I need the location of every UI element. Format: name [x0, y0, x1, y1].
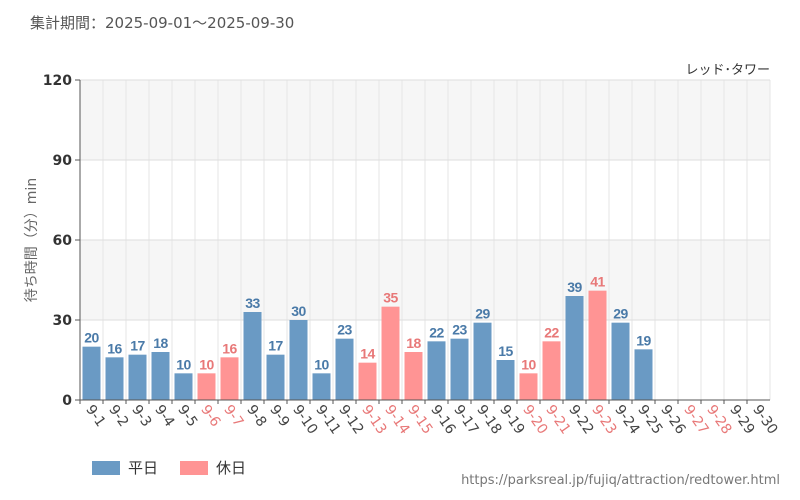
bar-9-5	[174, 373, 193, 400]
x-tick-label-9-10: 9-10	[289, 402, 320, 437]
y-tick-label: 90	[53, 153, 73, 169]
data-label-9-5: 10	[176, 356, 191, 372]
data-label-9-2: 16	[107, 340, 122, 356]
x-tick-label-9-21: 9-21	[542, 402, 573, 437]
data-label-9-14: 35	[383, 290, 398, 306]
data-label-9-19: 15	[498, 343, 513, 359]
x-tick-label-9-19: 9-19	[496, 402, 527, 437]
legend-item-holiday: 休日	[180, 457, 246, 478]
x-tick-label-9-6: 9-6	[197, 402, 223, 430]
bar-9-1	[82, 346, 101, 400]
data-label-9-21: 22	[544, 324, 559, 340]
bar-9-14	[381, 306, 400, 400]
data-label-9-17: 23	[452, 322, 467, 338]
x-tick-label-9-20: 9-20	[519, 402, 550, 437]
bar-9-12	[335, 338, 354, 400]
x-tick-label-9-26: 9-26	[657, 402, 688, 437]
x-tick-label-9-28: 9-28	[703, 402, 734, 437]
data-label-9-10: 30	[291, 303, 306, 319]
data-label-9-23: 41	[590, 274, 605, 290]
x-tick-label-9-2: 9-2	[105, 402, 131, 430]
data-label-9-11: 10	[314, 356, 329, 372]
x-tick-label-9-11: 9-11	[312, 402, 343, 437]
data-label-9-3: 17	[130, 338, 145, 354]
data-label-9-18: 29	[475, 306, 490, 322]
bar-9-11	[312, 373, 331, 400]
x-tick-label-9-1: 9-1	[82, 402, 108, 430]
data-label-9-6: 10	[199, 356, 214, 372]
bar-9-22	[565, 296, 584, 400]
data-label-9-12: 23	[337, 322, 352, 338]
x-tick-label-9-3: 9-3	[128, 402, 154, 430]
bar-9-25	[634, 349, 653, 400]
x-tick-label-9-29: 9-29	[726, 402, 757, 437]
x-tick-label-9-12: 9-12	[335, 402, 366, 437]
legend-label-weekday: 平日	[128, 459, 159, 477]
data-label-9-4: 18	[153, 335, 168, 351]
data-label-9-1: 20	[84, 330, 99, 346]
x-tick-label-9-16: 9-16	[427, 402, 458, 437]
bar-9-4	[151, 352, 170, 400]
bar-9-13	[358, 362, 377, 400]
bar-9-7	[220, 357, 239, 400]
x-tick-label-9-7: 9-7	[220, 402, 246, 430]
period-label: 集計期間：2025-09-01〜2025-09-30	[30, 14, 295, 32]
x-tick-label-9-4: 9-4	[151, 402, 177, 430]
data-label-9-24: 29	[613, 306, 628, 322]
bar-9-18	[473, 322, 492, 400]
legend-label-holiday: 休日	[216, 459, 247, 477]
y-tick-label: 30	[53, 313, 73, 329]
y-tick-label: 60	[53, 233, 73, 249]
x-tick-label-9-13: 9-13	[358, 402, 389, 437]
data-label-9-13: 14	[360, 346, 375, 362]
x-tick-label-9-25: 9-25	[634, 402, 665, 437]
bar-9-17	[450, 338, 469, 400]
data-label-9-9: 17	[268, 338, 283, 354]
bar-9-6	[197, 373, 216, 400]
data-label-9-22: 39	[567, 279, 582, 295]
bar-9-8	[243, 312, 262, 400]
bar-9-21	[542, 341, 561, 400]
x-tick-label-9-14: 9-14	[381, 402, 412, 437]
data-label-9-8: 33	[245, 295, 260, 311]
data-label-9-25: 19	[636, 332, 651, 348]
x-tick-label-9-24: 9-24	[611, 402, 642, 437]
legend: 平日 休日	[92, 457, 268, 478]
y-tick-label: 0	[62, 393, 72, 409]
x-tick-label-9-23: 9-23	[588, 402, 619, 437]
x-tick-label-9-17: 9-17	[450, 402, 481, 437]
x-tick-label-9-9: 9-9	[266, 402, 292, 430]
x-tick-label-9-22: 9-22	[565, 402, 596, 437]
data-label-9-16: 22	[429, 324, 444, 340]
y-axis-label: 待ち時間（分）min	[24, 178, 40, 302]
x-tick-label-9-18: 9-18	[473, 402, 504, 437]
y-tick-label: 120	[43, 73, 72, 89]
bar-9-15	[404, 352, 423, 400]
bar-9-3	[128, 354, 147, 400]
bar-9-23	[588, 290, 607, 400]
bar-9-10	[289, 320, 308, 400]
x-tick-label-9-30: 9-30	[749, 402, 780, 437]
legend-item-weekday: 平日	[92, 457, 158, 478]
bar-9-2	[105, 357, 124, 400]
source-url[interactable]: https://parksreal.jp/fujiq/attraction/re…	[461, 473, 780, 488]
x-tick-label-9-5: 9-5	[174, 402, 200, 430]
bar-9-24	[611, 322, 630, 400]
data-label-9-20: 10	[521, 356, 536, 372]
legend-swatch-holiday	[180, 460, 209, 475]
bar-9-19	[496, 360, 515, 400]
chart-title: レッド･タワー	[685, 63, 770, 78]
legend-swatch-weekday	[92, 460, 120, 475]
x-tick-label-9-15: 9-15	[404, 402, 435, 437]
bar-9-20	[519, 373, 538, 400]
bar-9-16	[427, 341, 446, 400]
data-label-9-7: 16	[222, 340, 237, 356]
bar-9-9	[266, 354, 285, 400]
data-label-9-15: 18	[406, 335, 421, 351]
x-tick-label-9-8: 9-8	[243, 402, 269, 430]
x-tick-label-9-27: 9-27	[680, 402, 711, 437]
